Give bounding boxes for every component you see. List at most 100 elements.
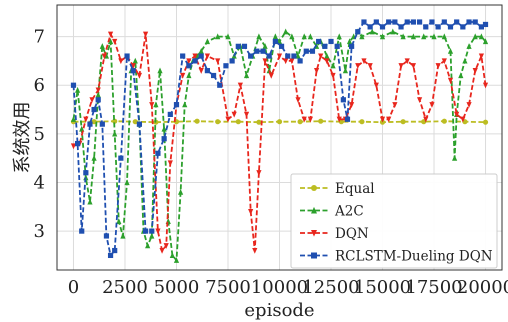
data-point-dqn (231, 111, 237, 118)
data-point-rclstm-dueling-dqn (99, 121, 105, 127)
data-point-dqn (330, 72, 336, 79)
legend-marker-rclstm-dueling-dqn (311, 252, 317, 259)
data-point-a2c (324, 52, 330, 59)
data-point-a2c (359, 33, 365, 40)
data-point-a2c (272, 33, 278, 40)
y-tick-label: 6 (34, 75, 45, 96)
data-point-a2c (336, 33, 342, 40)
data-point-rclstm-dueling-dqn (309, 48, 316, 54)
data-point-rclstm-dueling-dqn (112, 247, 118, 254)
data-point-a2c (91, 154, 97, 161)
data-point-a2c (95, 91, 101, 98)
series-layer (70, 19, 489, 263)
x-tick-label: 15000 (354, 277, 411, 298)
data-point-a2c (390, 28, 396, 35)
data-point-rclstm-dueling-dqn (334, 43, 340, 49)
data-point-dqn (130, 63, 136, 69)
data-point-dqn (386, 116, 392, 123)
data-point-rclstm-dueling-dqn (361, 19, 367, 25)
data-point-dqn (70, 143, 77, 150)
data-point-rclstm-dueling-dqn (472, 19, 478, 25)
data-point-dqn (355, 63, 361, 69)
data-point-rclstm-dueling-dqn (229, 58, 235, 64)
data-point-dqn (398, 63, 404, 69)
data-point-a2c (441, 33, 447, 40)
data-point-dqn (392, 102, 398, 108)
data-point-a2c (369, 28, 375, 35)
x-tick-label: 12500 (302, 277, 359, 298)
data-point-a2c (157, 67, 163, 74)
data-point-rclstm-dueling-dqn (210, 72, 217, 79)
data-point-rclstm-dueling-dqn (223, 63, 229, 69)
data-point-dqn (283, 58, 289, 65)
data-point-rclstm-dueling-dqn (167, 111, 173, 118)
data-point-dqn (379, 116, 386, 123)
data-point-rclstm-dueling-dqn (441, 19, 447, 25)
data-point-a2c (243, 72, 250, 79)
data-point-a2c (107, 38, 114, 45)
data-point-equal (256, 119, 262, 125)
data-point-a2c (289, 33, 295, 40)
data-point-a2c (116, 218, 122, 224)
data-point-a2c (124, 179, 130, 186)
data-point-dqn (454, 111, 460, 118)
data-point-rclstm-dueling-dqn (328, 38, 334, 45)
data-point-dqn (460, 116, 466, 123)
data-point-equal (91, 119, 97, 125)
x-tick-label: 10000 (251, 277, 308, 298)
data-point-rclstm-dueling-dqn (392, 19, 398, 25)
data-point-rclstm-dueling-dqn (70, 82, 77, 88)
data-point-dqn (276, 53, 283, 60)
legend-label-a2c: A2C (334, 204, 364, 220)
data-point-dqn (324, 58, 330, 65)
data-point-rclstm-dueling-dqn (454, 19, 460, 25)
y-tick-label: 5 (34, 124, 45, 145)
data-point-a2c (346, 38, 353, 45)
data-point-a2c (79, 125, 85, 132)
data-point-a2c (75, 86, 81, 93)
data-point-rclstm-dueling-dqn (404, 19, 410, 25)
data-point-dqn (118, 58, 124, 65)
data-point-dqn (336, 116, 342, 123)
data-point-dqn (248, 209, 254, 215)
data-point-rclstm-dueling-dqn (344, 116, 351, 122)
data-point-rclstm-dueling-dqn (410, 19, 417, 25)
data-point-equal (297, 119, 303, 125)
data-point-a2c (204, 38, 210, 45)
data-point-rclstm-dueling-dqn (155, 150, 161, 156)
data-point-rclstm-dueling-dqn (266, 53, 272, 59)
data-point-dqn (167, 160, 173, 167)
plot-frame (56, 4, 503, 271)
data-point-equal (132, 119, 138, 125)
data-point-rclstm-dueling-dqn (248, 53, 254, 59)
data-point-dqn (83, 116, 89, 123)
legend-box (290, 173, 498, 269)
data-point-dqn (478, 53, 484, 60)
data-point-rclstm-dueling-dqn (435, 24, 441, 30)
data-point-rclstm-dueling-dqn (429, 19, 435, 25)
data-point-rclstm-dueling-dqn (297, 58, 303, 64)
data-point-dqn (237, 82, 243, 89)
data-point-rclstm-dueling-dqn (149, 228, 155, 234)
data-point-rclstm-dueling-dqn (192, 58, 198, 64)
data-point-rclstm-dueling-dqn (386, 19, 392, 25)
data-point-dqn (447, 77, 454, 84)
data-point-a2c (87, 198, 93, 205)
data-point-equal (482, 119, 489, 125)
data-point-a2c (120, 232, 126, 239)
series-rclstm-dueling-dqn (70, 19, 489, 259)
data-point-dqn (159, 247, 165, 254)
data-point-dqn (313, 68, 320, 74)
data-point-rclstm-dueling-dqn (478, 24, 484, 30)
data-point-dqn (112, 38, 118, 45)
data-point-dqn (155, 228, 161, 235)
data-point-a2c (330, 62, 336, 69)
data-point-dqn (373, 82, 379, 89)
data-point-dqn (318, 53, 324, 60)
data-point-dqn (262, 58, 268, 65)
data-point-a2c (400, 33, 406, 40)
data-point-dqn (301, 116, 307, 123)
data-point-rclstm-dueling-dqn (198, 53, 204, 59)
data-point-a2c (458, 72, 464, 79)
